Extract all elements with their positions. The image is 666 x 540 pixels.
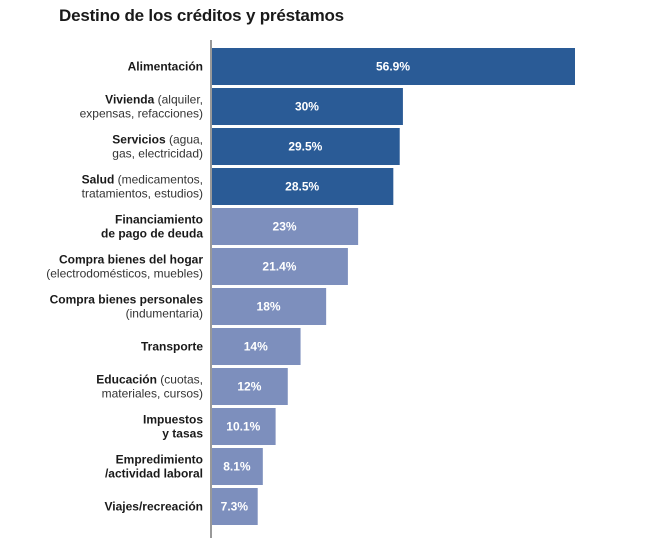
category-label-2: Servicios (agua, gas, electricidad) <box>112 133 203 161</box>
bar-9 <box>212 408 276 445</box>
category-label-9: Impuestos y tasas <box>143 413 203 441</box>
bar-2 <box>212 128 400 165</box>
bar-value-label-8: 12% <box>237 380 261 394</box>
category-label-7: Transporte <box>141 340 203 354</box>
category-label-1: Vivienda (alquiler, expensas, refacciones… <box>80 93 203 121</box>
bar-value-label-11: 7.3% <box>221 500 249 514</box>
bar-0 <box>212 48 575 85</box>
bar-10 <box>212 448 263 485</box>
bar-5 <box>212 248 348 285</box>
category-label-6: Compra bienes personales (indumentaria) <box>50 293 204 321</box>
category-label-3: Salud (medicamentos, tratamientos, estudi… <box>82 173 203 201</box>
bar-value-label-7: 14% <box>244 340 268 354</box>
category-label-10: Empredimiento/actividad laboral <box>105 453 203 481</box>
bar-value-label-9: 10.1% <box>226 420 260 434</box>
bar-11 <box>212 488 258 525</box>
bar-value-label-3: 28.5% <box>285 180 319 194</box>
bar-value-label-4: 23% <box>273 220 297 234</box>
bar-value-label-1: 30% <box>295 100 319 114</box>
category-label-11: Viajes/recreación <box>104 500 203 514</box>
bar-value-label-2: 29.5% <box>288 140 322 154</box>
bar-1 <box>212 88 403 125</box>
bar-value-label-10: 8.1% <box>223 460 251 474</box>
bar-3 <box>212 168 394 205</box>
bar-8 <box>212 368 288 405</box>
category-label-5: Compra bienes del hogar (electrodoméstico… <box>46 253 203 281</box>
chart-title: Destino de los créditos y préstamos <box>59 6 344 25</box>
bar-value-label-6: 18% <box>257 300 281 314</box>
category-label-0: Alimentación <box>128 60 203 74</box>
bar-value-label-0: 56.9% <box>376 60 410 74</box>
category-label-8: Educación (cuotas, materiales, cursos) <box>96 373 203 401</box>
bar-7 <box>212 328 301 365</box>
category-label-4: Financiamiento de pago de deuda <box>101 213 203 241</box>
bar-6 <box>212 288 327 325</box>
bar-4 <box>212 208 359 245</box>
bar-value-label-5: 21.4% <box>262 260 296 274</box>
